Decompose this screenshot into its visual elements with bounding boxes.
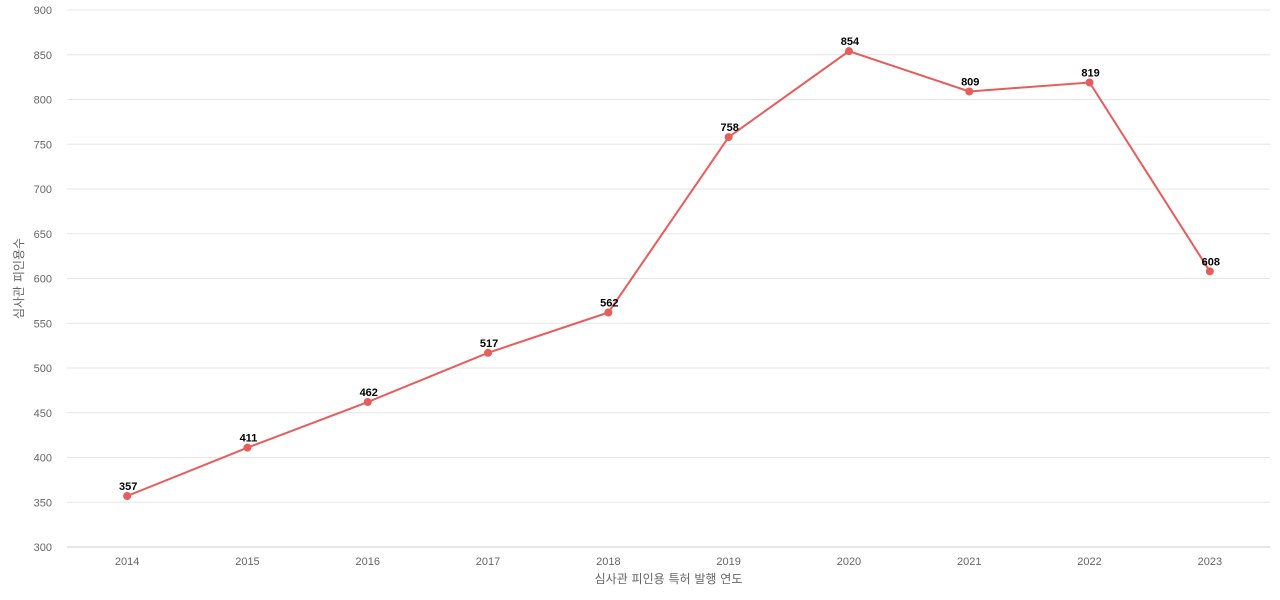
data-label: 411 bbox=[240, 433, 258, 445]
y-tick-label: 600 bbox=[34, 274, 52, 286]
data-label: 357 bbox=[119, 481, 137, 493]
x-tick-label: 2014 bbox=[115, 556, 139, 568]
x-tick-label: 2016 bbox=[356, 556, 380, 568]
data-label: 517 bbox=[480, 338, 498, 350]
y-tick-label: 750 bbox=[34, 139, 52, 151]
y-tick-label: 800 bbox=[34, 95, 52, 107]
y-tick-label: 550 bbox=[34, 318, 52, 330]
y-axis-title: 심사관 피인용수 bbox=[12, 238, 26, 319]
y-tick-label: 400 bbox=[34, 453, 52, 465]
y-tick-label: 500 bbox=[34, 363, 52, 375]
x-tick-label: 2015 bbox=[235, 556, 259, 568]
data-label: 809 bbox=[961, 76, 979, 88]
data-point bbox=[844, 47, 853, 56]
data-point bbox=[1205, 267, 1214, 276]
y-tick-label: 850 bbox=[34, 50, 52, 62]
x-tick-label: 2017 bbox=[476, 556, 500, 568]
data-point bbox=[604, 308, 613, 317]
grid-layer bbox=[67, 9, 1270, 503]
x-tick-label: 2020 bbox=[837, 556, 861, 568]
y-tick-label: 350 bbox=[34, 497, 52, 509]
data-point bbox=[1085, 78, 1094, 87]
data-label: 854 bbox=[841, 36, 860, 48]
data-label: 819 bbox=[1081, 67, 1099, 79]
x-tick-label: 2018 bbox=[596, 556, 620, 568]
y-tick-label: 450 bbox=[34, 408, 52, 420]
data-point bbox=[484, 348, 493, 357]
data-point bbox=[123, 491, 132, 500]
data-labels: 357 411 462 517 562 758 854 809 819 608 bbox=[119, 36, 1220, 493]
x-tick-label: 2021 bbox=[957, 556, 981, 568]
x-tick-label: 2022 bbox=[1077, 556, 1101, 568]
data-point bbox=[965, 87, 974, 96]
y-tick-label: 300 bbox=[34, 542, 52, 554]
data-label: 462 bbox=[360, 387, 378, 399]
y-tick-label: 900 bbox=[34, 5, 52, 17]
data-point bbox=[243, 443, 252, 452]
x-tick-label: 2019 bbox=[716, 556, 740, 568]
series-line bbox=[126, 50, 1211, 497]
x-tick-label: 2023 bbox=[1198, 556, 1222, 568]
y-tick-label: 700 bbox=[34, 184, 52, 196]
data-label: 562 bbox=[600, 298, 618, 310]
y-tick-labels: 300 350 400 450 500 550 600 650 700 750 800 850 900 bbox=[34, 5, 52, 554]
data-point bbox=[363, 398, 372, 407]
x-tick-labels: 2014 2015 2016 2017 2018 2019 2020 2021 2022 2023 bbox=[115, 556, 1222, 568]
data-point bbox=[724, 133, 733, 142]
series-layer bbox=[123, 47, 1214, 500]
data-label: 758 bbox=[720, 122, 738, 134]
data-label: 608 bbox=[1202, 256, 1220, 268]
y-tick-label: 650 bbox=[34, 229, 52, 241]
x-axis-title: 심사관 피인용 특허 발행 연도 bbox=[595, 571, 743, 586]
